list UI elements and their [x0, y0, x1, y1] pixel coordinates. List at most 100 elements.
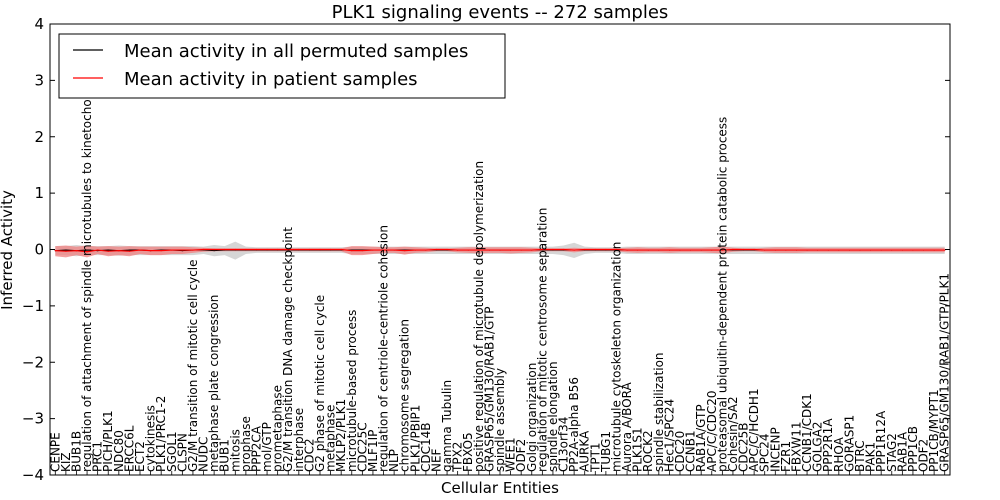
category-label: positive regulation of microtubule depol… [472, 161, 486, 472]
patient-point [488, 249, 491, 251]
category-label: APC/C/CDC20 [705, 390, 719, 472]
y-tick-label: 1 [34, 184, 44, 202]
legend-box [58, 33, 506, 99]
category-label: NEF [429, 448, 443, 472]
patient-point [361, 250, 363, 252]
patient-point [647, 249, 649, 251]
patient-point [245, 248, 247, 251]
y-tick-label: −3 [22, 410, 44, 428]
patient-point [721, 249, 723, 251]
patient-point [234, 248, 236, 251]
patient-point [202, 248, 205, 251]
y-tick-label: 2 [34, 128, 44, 146]
category-label: Aurora A/BORA [620, 382, 634, 472]
patient-point [626, 249, 628, 251]
category-label: Cohesin/SA2 [726, 396, 740, 472]
category-label: RAB1A [895, 431, 909, 472]
patient-point [435, 248, 438, 251]
category-label: metaphase [324, 405, 338, 472]
patient-point [213, 248, 215, 251]
category-label: PICH/PLK1 [101, 410, 115, 472]
category-label: MLF1IP [366, 430, 380, 472]
patient-point [499, 249, 501, 251]
y-tick-label: −2 [22, 353, 44, 371]
category-label: GORASP1 [842, 415, 856, 472]
y-tick-label: −1 [22, 297, 44, 315]
patient-point [764, 249, 766, 251]
category-label: ERCC6L [122, 425, 136, 472]
patient-point [266, 248, 268, 251]
category-label: FBXW11 [789, 422, 803, 473]
category-label: ODF2 [514, 439, 528, 472]
category-label: CDC2 [302, 438, 316, 472]
category-label: STAG2 [885, 433, 899, 472]
category-label: PLK1S1 [631, 427, 645, 472]
category-label: PRC1 [91, 441, 105, 472]
patient-point [552, 248, 554, 251]
permuted-point [128, 249, 131, 251]
patient-point [891, 249, 893, 251]
patient-point [340, 248, 342, 251]
patient-point [562, 248, 565, 251]
permuted-point [65, 249, 67, 251]
category-label: CLSPN [175, 433, 189, 472]
patient-point [404, 250, 406, 252]
patient-point [922, 249, 925, 251]
patient-point [329, 248, 332, 251]
category-label: regulation of centriole-centriole cohesi… [377, 225, 391, 472]
y-tick-label: 4 [34, 15, 44, 33]
patient-point [139, 249, 141, 251]
patient-point [679, 249, 681, 251]
permuted-point [213, 250, 215, 252]
category-label: KIZ [59, 452, 73, 472]
patient-point [149, 250, 152, 252]
patient-point [65, 250, 67, 252]
patient-point [605, 248, 607, 251]
category-label: regulation of attachment of spindle micr… [80, 87, 94, 472]
y-axis-ticks: −4 −3 −2 −1 0 1 2 3 4 [22, 15, 950, 484]
category-label: GRASP65/GM130/RAB1/GTP [482, 306, 496, 472]
category-label: G2 phase of mitotic cell cycle [313, 295, 327, 472]
category-label: INCENP [768, 427, 782, 472]
patient-point [160, 250, 162, 252]
patient-point [689, 249, 692, 251]
category-label: CCNB1/CDK1 [800, 393, 814, 472]
patient-point [171, 249, 173, 251]
patient-point [277, 248, 279, 251]
category-label: ECT2 [133, 441, 147, 472]
patient-point [615, 248, 618, 251]
patient-point [848, 249, 851, 251]
category-label: BTRC [853, 440, 867, 472]
category-label: NUDC [197, 437, 211, 472]
y-tick-label: −4 [22, 466, 44, 484]
category-label: G2/M transition DNA damage checkpoint [281, 227, 295, 472]
patient-point [457, 249, 459, 251]
category-label: SPC24 [758, 433, 772, 472]
category-label: CDC25C [355, 422, 369, 472]
category-label: PPP1CB [906, 426, 920, 472]
category-label: C13orf34 [557, 417, 571, 472]
patient-point [531, 249, 533, 251]
category-label: NLP [387, 449, 401, 472]
patient-point [594, 248, 596, 251]
patient-point [351, 250, 353, 252]
patient-point [54, 250, 56, 252]
patient-point [637, 249, 639, 251]
category-label: microtubule cytoskeleton organization [609, 242, 623, 472]
patient-point [509, 249, 512, 251]
category-label: TPT1 [588, 442, 602, 473]
category-label: Golgi organization [525, 363, 539, 472]
patient-point [859, 249, 861, 251]
category-label: interphase [292, 408, 306, 472]
category-label: WEE1 [504, 437, 518, 472]
category-label: PLK1/PRC1-2 [154, 396, 168, 472]
category-label: PP1CB/MYPT1 [927, 389, 941, 472]
patient-point [393, 249, 395, 251]
category-label: ROCK2 [641, 430, 655, 472]
patient-point [382, 249, 385, 251]
category-label: ODF2 [917, 439, 931, 472]
category-label: SGOL1 [165, 431, 179, 472]
chart-title: PLK1 signaling events -- 272 samples [332, 2, 669, 23]
category-label: PP2A-alpha B56 [567, 377, 581, 472]
